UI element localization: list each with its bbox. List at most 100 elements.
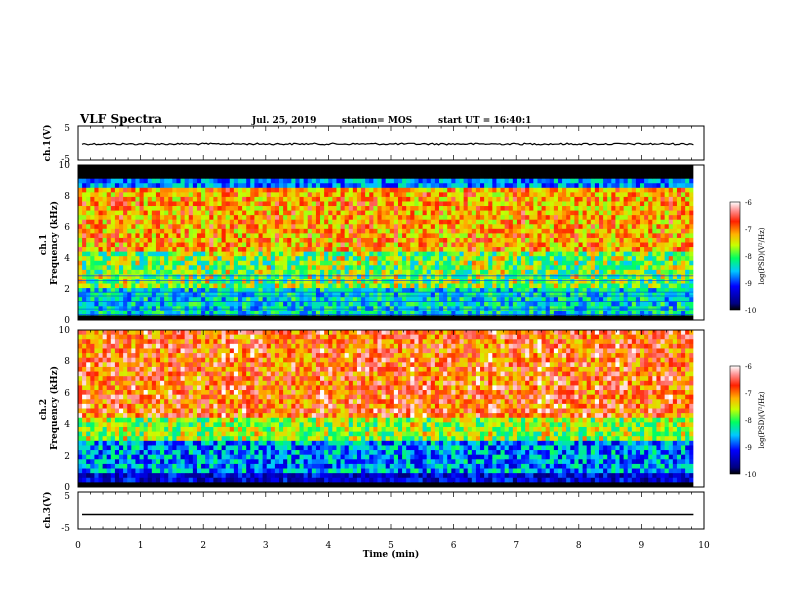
spectrogram-cell xyxy=(209,210,214,216)
spectrogram-cell xyxy=(578,215,583,221)
spectrogram-cell xyxy=(529,219,534,225)
spectrogram-cell xyxy=(430,247,436,253)
spectrogram-cell xyxy=(106,301,112,307)
spectrogram-cell xyxy=(94,301,99,307)
spectrogram-cell xyxy=(627,288,633,294)
spectrogram-cell xyxy=(328,233,333,239)
spectrogram-cell xyxy=(348,247,354,253)
spectrogram-cell xyxy=(430,210,436,216)
spectrogram-cell xyxy=(254,256,259,262)
spectrogram-cell xyxy=(311,228,317,234)
spectrogram-cell xyxy=(82,165,87,170)
spectrogram-cell xyxy=(168,274,173,280)
spectrogram-cell xyxy=(406,187,411,193)
spectrogram-cell xyxy=(229,297,235,303)
spectrogram-cell xyxy=(127,301,132,307)
spectrogram-cell xyxy=(615,283,620,289)
spectrogram-cell xyxy=(172,165,177,170)
spectrogram-cell xyxy=(344,260,350,266)
spectrogram-cell xyxy=(373,269,378,275)
spectrogram-cell xyxy=(377,183,382,189)
spectrogram-cell xyxy=(512,183,518,189)
spectrogram-cell xyxy=(209,187,214,193)
spectrogram-cell xyxy=(237,269,243,275)
spectrogram-cell xyxy=(455,178,460,184)
spectrogram-cell xyxy=(443,165,448,170)
spectrogram-cell xyxy=(274,242,280,248)
spectrogram-cell xyxy=(213,206,218,211)
spectrogram-cell xyxy=(615,196,620,202)
spectrogram-cell xyxy=(553,256,559,262)
spectrogram-cell xyxy=(311,288,317,294)
spectrogram-cell xyxy=(201,278,206,284)
spectrogram-cell xyxy=(114,219,120,225)
spectrogram-cell xyxy=(512,224,518,230)
spectrogram-cell xyxy=(151,260,157,266)
spectrogram-cell xyxy=(324,233,329,239)
spectrogram-cell xyxy=(640,256,645,262)
spectrogram-cell xyxy=(332,288,337,294)
spectrogram-cell xyxy=(237,283,243,289)
spectrogram-cell xyxy=(644,174,649,180)
spectrogram-cell xyxy=(410,301,415,307)
spectrogram-cell xyxy=(233,292,239,298)
spectrogram-cell xyxy=(279,256,284,262)
spectrogram-cell xyxy=(471,310,477,316)
spectrogram-cell xyxy=(443,265,448,271)
spectrogram-cell xyxy=(611,315,616,321)
spectrogram-cell xyxy=(463,297,469,303)
spectrogram-cell xyxy=(385,256,391,262)
spectrogram-cell xyxy=(672,219,678,225)
spectrogram-cell xyxy=(484,233,489,239)
spectrogram-cell xyxy=(426,206,432,211)
spectrogram-cell xyxy=(86,196,91,202)
spectrogram-cell xyxy=(447,233,452,239)
spectrogram-cell xyxy=(652,283,657,289)
spectrogram-cell xyxy=(147,292,153,298)
spectrogram-cell xyxy=(254,269,259,275)
spectrogram-cell xyxy=(78,210,83,216)
spectrogram-cell xyxy=(385,251,391,257)
spectrogram-cell xyxy=(196,288,202,294)
spectrogram-cell xyxy=(439,269,444,275)
spectrogram-cell xyxy=(652,165,657,170)
spectrogram-cell xyxy=(196,215,202,221)
spectrogram-cell xyxy=(640,165,645,170)
spectrogram-cell xyxy=(315,292,321,298)
spectrogram-cell xyxy=(443,169,448,175)
spectrogram-cell xyxy=(660,178,666,184)
spectrogram-cell xyxy=(320,237,325,243)
spectrogram-cell xyxy=(648,278,653,284)
spectrogram-cell xyxy=(82,288,87,294)
spectrogram-cell xyxy=(529,292,534,298)
spectrogram-cell xyxy=(168,278,173,284)
spectrogram-cell xyxy=(644,210,649,216)
spectrogram-cell xyxy=(176,269,181,275)
spectrogram-cell xyxy=(102,215,108,221)
spectrogram-cell xyxy=(676,215,682,221)
spectrogram-cell xyxy=(110,165,116,170)
spectrogram-cell xyxy=(562,256,567,262)
spectrogram-cell xyxy=(385,183,391,189)
spectrogram-cell xyxy=(160,219,165,225)
spectrogram-cell xyxy=(192,237,198,243)
spectrogram-cell xyxy=(102,174,108,180)
spectrogram-cell xyxy=(82,215,87,221)
spectrogram-cell xyxy=(299,219,305,225)
spectrogram-cell xyxy=(82,201,87,207)
spectrogram-cell xyxy=(443,310,448,316)
spectrogram-cell xyxy=(562,224,567,230)
spectrogram-cell xyxy=(324,265,329,271)
spectrogram-cell xyxy=(447,219,452,225)
spectrogram-cell xyxy=(365,260,370,266)
spectrogram-cell xyxy=(574,269,579,275)
spectrogram-cell xyxy=(184,183,190,189)
spectrogram-cell xyxy=(623,283,629,289)
spectrogram-cell xyxy=(434,283,440,289)
spectrogram-cell xyxy=(615,165,620,170)
spectrogram-cell xyxy=(205,288,210,294)
spectrogram-cell xyxy=(504,210,510,216)
spectrogram-cell xyxy=(295,215,300,221)
spectrogram-cell xyxy=(525,224,530,230)
spectrogram-cell xyxy=(336,224,341,230)
